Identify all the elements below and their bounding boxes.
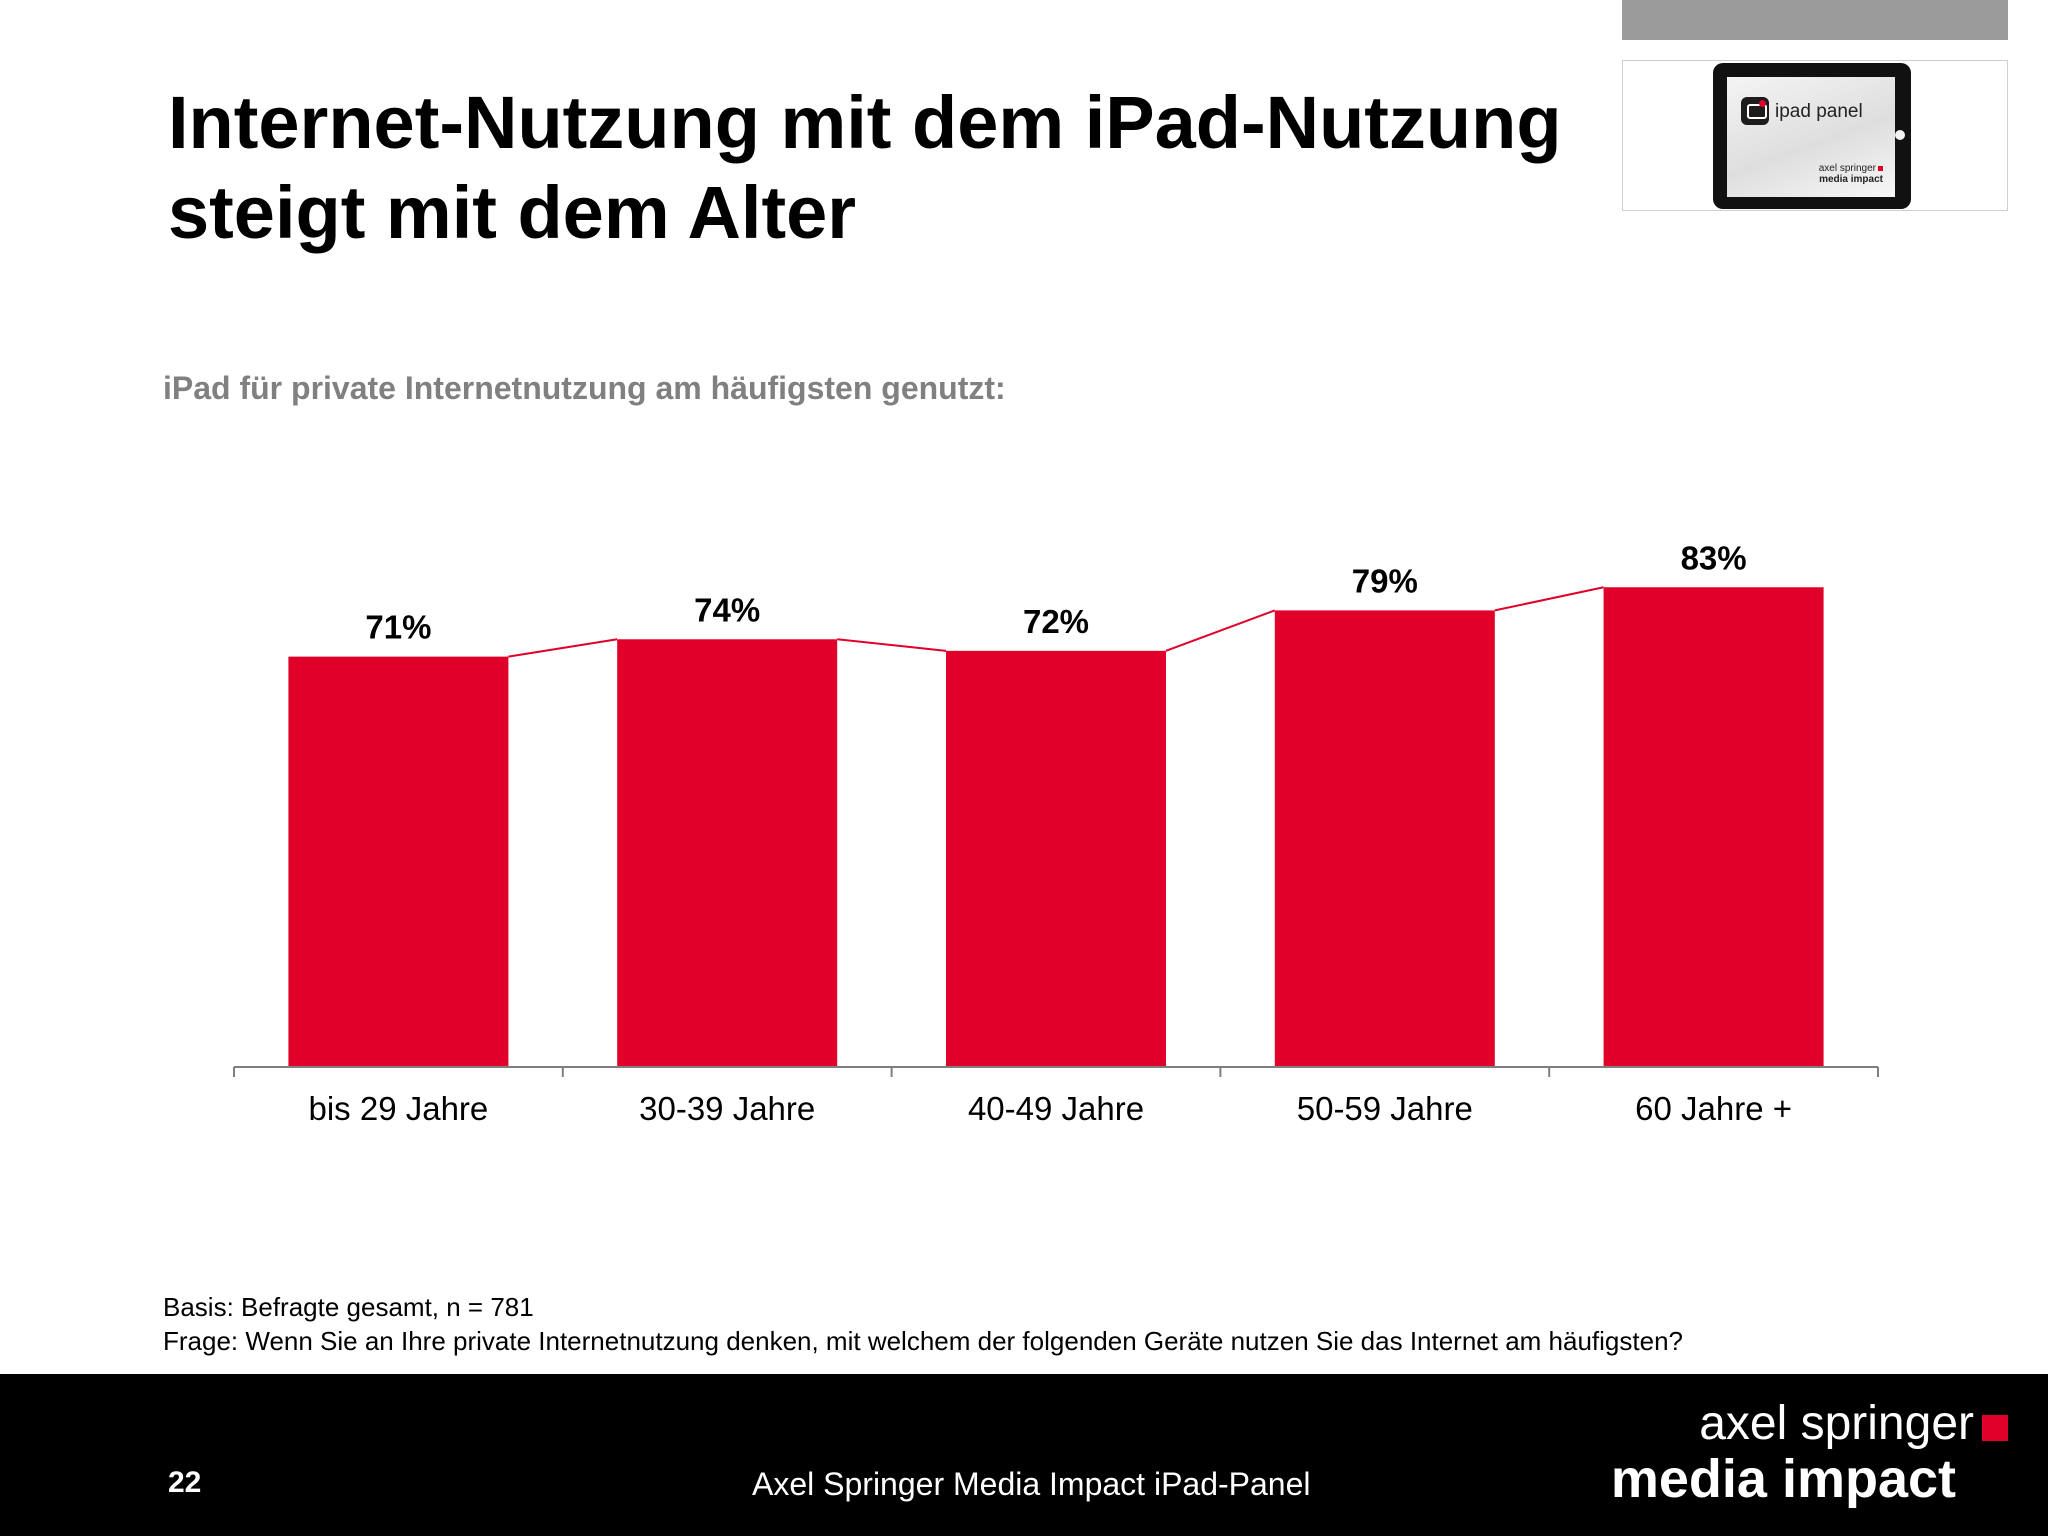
bar: [1603, 587, 1824, 1067]
connector-line: [1165, 609, 1276, 652]
bar-chart: 71% bis 29 Jahre 74% 30-39 Jahre 72% 40-49 Ja…: [233, 539, 1879, 1127]
footnote: Basis: Befragte gesamt, n = 781 Frage: W…: [163, 1290, 1683, 1358]
ipad-panel-logo: ipad panel axel springer media impact: [1622, 60, 2008, 211]
category-label: bis 29 Jahre: [309, 1090, 489, 1127]
footer-text: Axel Springer Media Impact iPad-Panel: [752, 1466, 1311, 1502]
category-label: 60 Jahre +: [1635, 1090, 1792, 1127]
tablet-screen: ipad panel axel springer media impact: [1727, 77, 1895, 197]
tablet-icon: ipad panel axel springer media impact: [1713, 63, 1911, 209]
chart-subtitle: iPad für private Internetnutzung am häuf…: [163, 370, 1006, 406]
bar: [946, 650, 1166, 1067]
bar-value-label: 83%: [1681, 539, 1747, 576]
bar: [1274, 610, 1495, 1067]
brand-logo: axel springer media impact: [1611, 1398, 2008, 1508]
connector-line: [837, 638, 947, 652]
mini-brand-top: axel springer: [1818, 163, 1876, 174]
red-square-icon: [1982, 1415, 2008, 1441]
bar-value-label: 74%: [694, 591, 760, 628]
category-label: 40-49 Jahre: [968, 1090, 1144, 1127]
brand-bottom: media impact: [1610, 1449, 1956, 1509]
home-button-icon: [1895, 130, 1905, 140]
bar-value-label: 72%: [1023, 603, 1089, 640]
header-gray-bar: [1622, 0, 2008, 40]
bar: [288, 656, 509, 1067]
slide-title-line-2: steigt mit dem Alter: [168, 171, 857, 254]
slide-title-line-1: Internet-Nutzung mit dem iPad-Nutzung: [168, 81, 1562, 164]
brand-top: axel springer: [1611, 1398, 2008, 1450]
chat-app-icon: [1741, 97, 1769, 125]
mini-brand-bottom: media impact: [1819, 174, 1883, 185]
page-number: 22: [168, 1466, 202, 1499]
connector-line: [508, 638, 618, 658]
slide-title: Internet-Nutzung mit dem iPad-Nutzung st…: [168, 78, 1598, 258]
bar-value-label: 71%: [365, 609, 431, 646]
app-name: ipad panel: [1775, 101, 1863, 122]
footer: 22 Axel Springer Media Impact iPad-Panel…: [0, 1374, 2048, 1536]
red-square-icon: [1878, 166, 1883, 171]
connector-line: [1494, 586, 1604, 612]
basis-text: Basis: Befragte gesamt, n = 781: [163, 1292, 534, 1322]
brand-top-text: axel springer: [1699, 1397, 1974, 1450]
mini-brand: axel springer media impact: [1819, 163, 1883, 185]
category-label: 30-39 Jahre: [639, 1090, 815, 1127]
bar: [617, 639, 838, 1067]
category-label: 50-59 Jahre: [1297, 1090, 1473, 1127]
bar-value-label: 79%: [1352, 562, 1418, 599]
question-text: Frage: Wenn Sie an Ihre private Internet…: [163, 1326, 1683, 1356]
